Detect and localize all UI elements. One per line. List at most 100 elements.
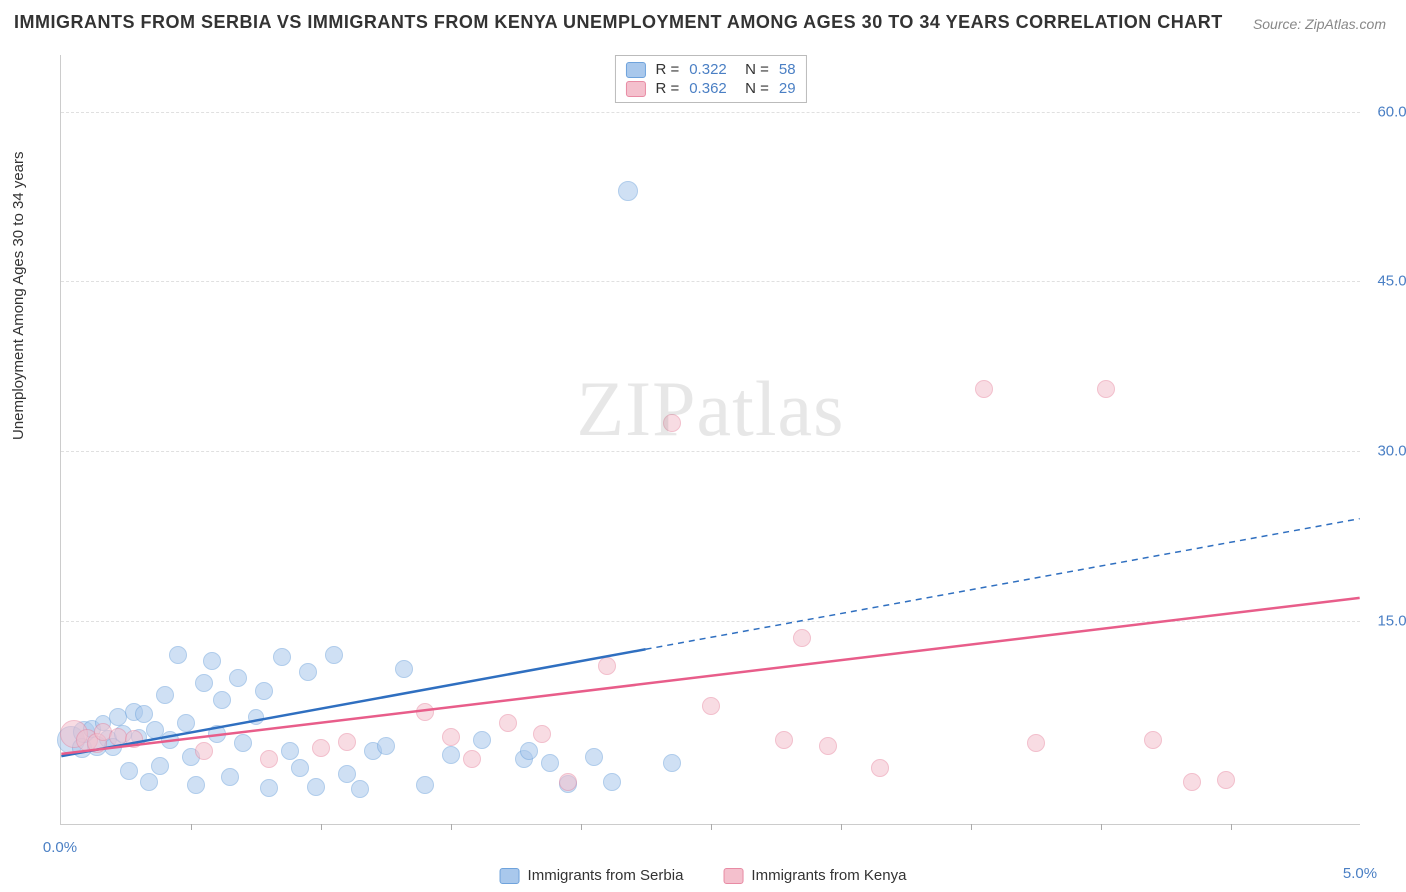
watermark: ZIPatlas xyxy=(577,364,845,454)
x-minor-tick xyxy=(451,824,452,830)
scatter-point xyxy=(281,742,299,760)
x-minor-tick xyxy=(321,824,322,830)
legend-n-label: N = xyxy=(737,80,769,97)
y-gridline xyxy=(61,112,1360,113)
legend-r-value: 0.322 xyxy=(689,61,727,78)
scatter-point xyxy=(156,686,174,704)
scatter-point xyxy=(234,734,252,752)
scatter-point xyxy=(203,652,221,670)
legend-r-value: 0.362 xyxy=(689,80,727,97)
scatter-point xyxy=(416,703,434,721)
scatter-point xyxy=(533,725,551,743)
scatter-point xyxy=(195,674,213,692)
correlation-legend: R = 0.322 N = 58R = 0.362 N = 29 xyxy=(614,55,806,103)
scatter-point xyxy=(775,731,793,749)
y-axis-label: Unemployment Among Ages 30 to 34 years xyxy=(10,151,27,440)
scatter-point xyxy=(663,414,681,432)
scatter-point xyxy=(416,776,434,794)
scatter-point xyxy=(541,754,559,772)
x-minor-tick xyxy=(1101,824,1102,830)
scatter-point xyxy=(229,669,247,687)
legend-swatch xyxy=(625,81,645,97)
y-tick-label: 30.0% xyxy=(1377,443,1406,460)
scatter-point xyxy=(248,709,264,725)
scatter-point xyxy=(871,759,889,777)
legend-swatch xyxy=(625,62,645,78)
chart-plot-area: ZIPatlas R = 0.322 N = 58R = 0.362 N = 2… xyxy=(60,55,1360,825)
legend-n-value: 29 xyxy=(779,80,796,97)
series-legend-label: Immigrants from Serbia xyxy=(528,867,684,884)
x-tick-label: 0.0% xyxy=(43,839,77,856)
scatter-point xyxy=(395,660,413,678)
scatter-point xyxy=(1027,734,1045,752)
scatter-point xyxy=(140,773,158,791)
series-legend: Immigrants from Serbia Immigrants from Ke… xyxy=(500,867,907,884)
scatter-point xyxy=(338,765,356,783)
scatter-point xyxy=(221,768,239,786)
scatter-point xyxy=(177,714,195,732)
scatter-point xyxy=(1183,773,1201,791)
scatter-point xyxy=(377,737,395,755)
scatter-point xyxy=(702,697,720,715)
legend-r-label: R = xyxy=(655,61,679,78)
legend-n-value: 58 xyxy=(779,61,796,78)
scatter-point xyxy=(442,746,460,764)
scatter-point xyxy=(598,657,616,675)
x-minor-tick xyxy=(841,824,842,830)
x-minor-tick xyxy=(971,824,972,830)
scatter-point xyxy=(463,750,481,768)
scatter-point xyxy=(351,780,369,798)
scatter-point xyxy=(195,742,213,760)
scatter-point xyxy=(325,646,343,664)
y-gridline xyxy=(61,621,1360,622)
scatter-point xyxy=(1097,380,1115,398)
scatter-point xyxy=(618,181,638,201)
y-tick-label: 15.0% xyxy=(1377,613,1406,630)
scatter-point xyxy=(1144,731,1162,749)
scatter-point xyxy=(208,725,226,743)
y-gridline xyxy=(61,281,1360,282)
scatter-point xyxy=(260,750,278,768)
scatter-point xyxy=(213,691,231,709)
scatter-point xyxy=(307,778,325,796)
y-gridline xyxy=(61,451,1360,452)
series-legend-label: Immigrants from Kenya xyxy=(751,867,906,884)
scatter-point xyxy=(260,779,278,797)
scatter-point xyxy=(151,757,169,775)
scatter-point xyxy=(559,773,577,791)
scatter-point xyxy=(442,728,460,746)
scatter-point xyxy=(312,739,330,757)
scatter-point xyxy=(291,759,309,777)
trendline-dashed xyxy=(646,519,1360,650)
scatter-point xyxy=(819,737,837,755)
x-minor-tick xyxy=(581,824,582,830)
series-legend-item: Immigrants from Kenya xyxy=(723,867,906,884)
scatter-point xyxy=(187,776,205,794)
legend-swatch xyxy=(500,868,520,884)
scatter-point xyxy=(273,648,291,666)
scatter-point xyxy=(1217,771,1235,789)
legend-swatch xyxy=(723,868,743,884)
scatter-point xyxy=(120,762,138,780)
x-minor-tick xyxy=(191,824,192,830)
y-tick-label: 60.0% xyxy=(1377,103,1406,120)
correlation-legend-row: R = 0.322 N = 58 xyxy=(625,60,795,79)
scatter-point xyxy=(255,682,273,700)
y-tick-label: 45.0% xyxy=(1377,273,1406,290)
scatter-point xyxy=(161,731,179,749)
scatter-point xyxy=(663,754,681,772)
scatter-point xyxy=(135,705,153,723)
legend-r-label: R = xyxy=(655,80,679,97)
scatter-point xyxy=(125,730,143,748)
correlation-legend-row: R = 0.362 N = 29 xyxy=(625,79,795,98)
x-tick-label: 5.0% xyxy=(1343,865,1377,882)
scatter-point xyxy=(793,629,811,647)
scatter-point xyxy=(169,646,187,664)
series-legend-item: Immigrants from Serbia xyxy=(500,867,684,884)
x-minor-tick xyxy=(711,824,712,830)
source-label: Source: ZipAtlas.com xyxy=(1253,16,1386,32)
legend-n-label: N = xyxy=(737,61,769,78)
scatter-point xyxy=(603,773,621,791)
scatter-point xyxy=(473,731,491,749)
scatter-point xyxy=(499,714,517,732)
